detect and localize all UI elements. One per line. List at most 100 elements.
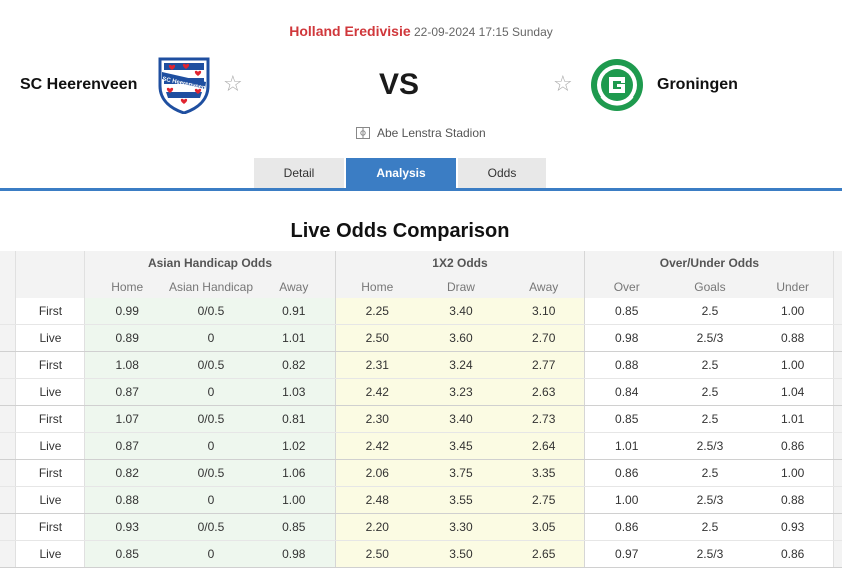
ah-home-cell[interactable]: 0.93 [84, 513, 169, 541]
x12-away-cell[interactable]: 3.05 [502, 513, 586, 541]
x12-home-cell[interactable]: 2.30 [335, 405, 419, 433]
away-team-name[interactable]: Groningen [657, 76, 738, 93]
groningen-logo-icon[interactable] [589, 57, 645, 113]
ah-line-cell[interactable]: 0 [168, 324, 254, 352]
ah-line-cell[interactable]: 0 [168, 540, 254, 568]
ou-over-cell[interactable]: 0.98 [584, 324, 668, 352]
ah-home-cell[interactable]: 0.89 [84, 324, 169, 352]
ou-goals-cell[interactable]: 2.5/3 [667, 432, 752, 460]
x12-draw-cell[interactable]: 3.40 [418, 298, 503, 325]
league-name[interactable]: Holland Eredivisie [289, 23, 411, 39]
x12-away-cell[interactable]: 2.73 [502, 405, 586, 433]
ah-home-cell[interactable]: 0.99 [84, 298, 169, 325]
odds-row[interactable]: Live 0.89 0 1.01 2.50 3.60 2.70 0.98 2.5/3 0.88 [0, 324, 842, 352]
ou-under-cell[interactable]: 1.00 [751, 459, 834, 487]
x12-home-cell[interactable]: 2.06 [335, 459, 419, 487]
x12-home-cell[interactable]: 2.25 [335, 298, 419, 325]
ah-line-cell[interactable]: 0/0.5 [168, 459, 254, 487]
ah-home-cell[interactable]: 0.85 [84, 540, 169, 568]
x12-away-cell[interactable]: 2.75 [502, 486, 586, 514]
x12-draw-cell[interactable]: 3.60 [418, 324, 503, 352]
ah-line-cell[interactable]: 0/0.5 [168, 513, 254, 541]
x12-draw-cell[interactable]: 3.75 [418, 459, 503, 487]
x12-home-cell[interactable]: 2.50 [335, 324, 419, 352]
ah-home-cell[interactable]: 0.88 [84, 486, 169, 514]
x12-home-cell[interactable]: 2.50 [335, 540, 419, 568]
ah-away-cell[interactable]: 0.82 [253, 351, 336, 379]
ah-line-cell[interactable]: 0 [168, 378, 254, 406]
odds-row[interactable]: Live 0.87 0 1.02 2.42 3.45 2.64 1.01 2.5/3 0.86 [0, 432, 842, 460]
ou-goals-cell[interactable]: 2.5/3 [667, 324, 752, 352]
x12-home-cell[interactable]: 2.20 [335, 513, 419, 541]
ah-away-cell[interactable]: 0.85 [253, 513, 336, 541]
ah-line-cell[interactable]: 0/0.5 [168, 351, 254, 379]
ou-under-cell[interactable]: 0.86 [751, 432, 834, 460]
ou-over-cell[interactable]: 0.86 [584, 513, 668, 541]
odds-row[interactable]: Live 0.88 0 1.00 2.48 3.55 2.75 1.00 2.5/3 0.88 [0, 486, 842, 514]
x12-away-cell[interactable]: 2.63 [502, 378, 586, 406]
ah-home-cell[interactable]: 1.07 [84, 405, 169, 433]
ah-line-cell[interactable]: 0/0.5 [168, 298, 254, 325]
x12-away-cell[interactable]: 2.77 [502, 351, 586, 379]
ah-line-cell[interactable]: 0 [168, 432, 254, 460]
ah-line-cell[interactable]: 0 [168, 486, 254, 514]
ou-goals-cell[interactable]: 2.5 [667, 378, 752, 406]
ah-home-cell[interactable]: 1.08 [84, 351, 169, 379]
ah-line-cell[interactable]: 0/0.5 [168, 405, 254, 433]
x12-draw-cell[interactable]: 3.30 [418, 513, 503, 541]
ou-goals-cell[interactable]: 2.5 [667, 298, 752, 325]
ou-over-cell[interactable]: 0.88 [584, 351, 668, 379]
ou-under-cell[interactable]: 1.01 [751, 405, 834, 433]
ah-away-cell[interactable]: 1.03 [253, 378, 336, 406]
x12-away-cell[interactable]: 3.35 [502, 459, 586, 487]
odds-row[interactable]: Live 0.87 0 1.03 2.42 3.23 2.63 0.84 2.5 1.04 [0, 378, 842, 406]
x12-home-cell[interactable]: 2.48 [335, 486, 419, 514]
ah-home-cell[interactable]: 0.87 [84, 378, 169, 406]
ou-over-cell[interactable]: 0.85 [584, 298, 668, 325]
ou-under-cell[interactable]: 0.88 [751, 324, 834, 352]
heerenveen-logo-icon[interactable]: SC Heerenveen [156, 56, 212, 115]
x12-draw-cell[interactable]: 3.55 [418, 486, 503, 514]
ou-under-cell[interactable]: 1.04 [751, 378, 834, 406]
odds-row[interactable]: First 0.82 0/0.5 1.06 2.06 3.75 3.35 0.86 2.5 1.0… [0, 459, 842, 487]
odds-row[interactable]: Live 0.85 0 0.98 2.50 3.50 2.65 0.97 2.5/3 0.86 [0, 540, 842, 568]
odds-row[interactable]: First 1.07 0/0.5 0.81 2.30 3.40 2.73 0.85 2.5 1.0… [0, 405, 842, 433]
ou-under-cell[interactable]: 0.93 [751, 513, 834, 541]
ah-away-cell[interactable]: 1.02 [253, 432, 336, 460]
odds-row[interactable]: First 0.99 0/0.5 0.91 2.25 3.40 3.10 0.85 2.5 1.0… [0, 298, 842, 325]
ou-goals-cell[interactable]: 2.5 [667, 513, 752, 541]
odds-row[interactable]: First 0.93 0/0.5 0.85 2.20 3.30 3.05 0.86 2.5 0.9… [0, 513, 842, 541]
ou-goals-cell[interactable]: 2.5 [667, 459, 752, 487]
ah-away-cell[interactable]: 1.06 [253, 459, 336, 487]
ou-under-cell[interactable]: 0.88 [751, 486, 834, 514]
x12-draw-cell[interactable]: 3.45 [418, 432, 503, 460]
x12-away-cell[interactable]: 2.64 [502, 432, 586, 460]
x12-away-cell[interactable]: 2.65 [502, 540, 586, 568]
ou-over-cell[interactable]: 0.84 [584, 378, 668, 406]
x12-draw-cell[interactable]: 3.24 [418, 351, 503, 379]
ou-over-cell[interactable]: 0.97 [584, 540, 668, 568]
x12-away-cell[interactable]: 2.70 [502, 324, 586, 352]
ou-goals-cell[interactable]: 2.5 [667, 405, 752, 433]
x12-draw-cell[interactable]: 3.23 [418, 378, 503, 406]
ou-goals-cell[interactable]: 2.5/3 [667, 486, 752, 514]
favorite-home-star-icon[interactable]: ☆ [223, 71, 243, 96]
home-team-name[interactable]: SC Heerenveen [20, 76, 138, 93]
ah-away-cell[interactable]: 0.91 [253, 298, 336, 325]
ah-away-cell[interactable]: 0.98 [253, 540, 336, 568]
ou-goals-cell[interactable]: 2.5 [667, 351, 752, 379]
tab-odds[interactable]: Odds [458, 158, 546, 188]
x12-draw-cell[interactable]: 3.40 [418, 405, 503, 433]
ou-under-cell[interactable]: 0.86 [751, 540, 834, 568]
ou-over-cell[interactable]: 1.01 [584, 432, 668, 460]
ou-over-cell[interactable]: 0.86 [584, 459, 668, 487]
ah-away-cell[interactable]: 1.00 [253, 486, 336, 514]
ah-home-cell[interactable]: 0.87 [84, 432, 169, 460]
odds-row[interactable]: First 1.08 0/0.5 0.82 2.31 3.24 2.77 0.88 2.5 1.0… [0, 351, 842, 379]
tab-detail[interactable]: Detail [254, 158, 344, 188]
x12-home-cell[interactable]: 2.31 [335, 351, 419, 379]
favorite-away-star-icon[interactable]: ☆ [553, 71, 573, 96]
x12-home-cell[interactable]: 2.42 [335, 432, 419, 460]
x12-draw-cell[interactable]: 3.50 [418, 540, 503, 568]
ou-over-cell[interactable]: 1.00 [584, 486, 668, 514]
